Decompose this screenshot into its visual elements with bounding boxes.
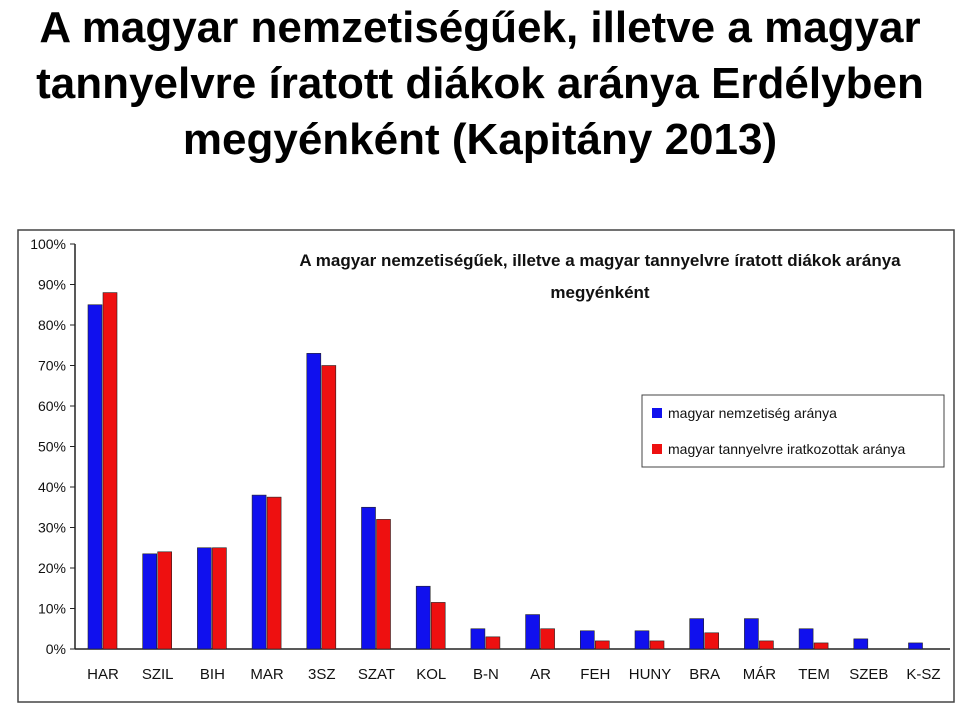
chart-inner-title-line-1: A magyar nemzetiségűek, illetve a magyar… xyxy=(299,251,901,270)
y-tick-label: 60% xyxy=(38,398,66,414)
bar-nemzetiseg-k-sz xyxy=(908,642,923,650)
legend-swatch-nemzetiseg xyxy=(652,408,662,418)
legend-label-nemzetiseg: magyar nemzetiség aránya xyxy=(668,405,837,421)
bar-tannyelv-feh xyxy=(594,640,610,650)
y-tick-label: 50% xyxy=(38,439,66,455)
legend-box xyxy=(641,394,945,468)
y-tick-label: 70% xyxy=(38,358,66,374)
bar-tannyelv-már xyxy=(759,640,774,650)
bar-tannyelv-szat xyxy=(376,519,391,650)
slide-title: A magyar nemzetiségűek, illetve a magyar… xyxy=(0,0,960,168)
slide-title-line-1: A magyar nemzetiségűek, illetve a magyar xyxy=(39,3,921,52)
bar-tannyelv-bih xyxy=(212,547,227,650)
y-tick-label: 40% xyxy=(38,479,66,495)
bar-nemzetiseg-b-n xyxy=(470,628,486,650)
bar-nemzetiseg-tem xyxy=(798,628,814,650)
y-tick-label: 80% xyxy=(38,317,66,333)
y-tick-label: 10% xyxy=(38,601,66,617)
y-tick-label: 90% xyxy=(38,277,66,293)
bar-nemzetiseg-mar xyxy=(251,494,267,650)
bar-tannyelv-har xyxy=(102,292,118,650)
x-tick-label: 3SZ xyxy=(308,666,336,683)
slide-title-line-2: tannyelvre íratott diákok aránya Erdélyb… xyxy=(36,59,924,108)
x-tick-label: HAR xyxy=(87,666,119,683)
y-tick-label: 100% xyxy=(30,236,66,252)
bar-nemzetiseg-bih xyxy=(197,547,212,650)
bar-nemzetiseg-feh xyxy=(579,630,595,650)
bar-nemzetiseg-bra xyxy=(689,618,705,650)
bar-tannyelv-szil xyxy=(157,551,172,650)
x-tick-label: BIH xyxy=(200,666,225,683)
x-tick-label: MÁR xyxy=(743,666,777,683)
bar-nemzetiseg-szat xyxy=(361,506,376,650)
bar-tannyelv-mar xyxy=(266,496,282,650)
x-tick-label: FEH xyxy=(580,666,610,683)
bar-nemzetiseg-szeb xyxy=(853,638,869,650)
x-tick-label: AR xyxy=(530,666,551,683)
x-tick-label: HUNY xyxy=(629,666,672,683)
chart-container: A magyar nemzetiségűek, illetve a magyar… xyxy=(0,222,960,707)
bar-chart: A magyar nemzetiségűek, illetve a magyar… xyxy=(17,229,955,703)
y-tick-label: 20% xyxy=(38,560,66,576)
bar-nemzetiseg-3sz xyxy=(306,353,322,650)
legend: magyar nemzetiség aránya magyar tannyelv… xyxy=(641,394,945,468)
bar-nemzetiseg-huny xyxy=(634,630,650,650)
bar-tannyelv-b-n xyxy=(485,636,501,650)
bar-tannyelv-ar xyxy=(540,628,555,650)
slide-title-line-3: megyénként (Kapitány 2013) xyxy=(182,115,778,164)
legend-label-tannyelv: magyar tannyelvre iratkozottak aránya xyxy=(668,441,906,457)
bar-tannyelv-bra xyxy=(704,632,720,650)
y-tick-label: 30% xyxy=(38,520,66,536)
bar-nemzetiseg-har xyxy=(87,304,103,650)
x-tick-label: SZIL xyxy=(142,666,174,683)
bar-tannyelv-kol xyxy=(430,602,446,650)
x-tick-label: SZEB xyxy=(849,666,888,683)
bar-nemzetiseg-már xyxy=(744,618,759,650)
legend-swatch-tannyelv xyxy=(652,444,662,454)
bar-nemzetiseg-szil xyxy=(142,553,157,650)
bar-tannyelv-3sz xyxy=(321,365,337,650)
bar-tannyelv-tem xyxy=(813,642,829,650)
x-tick-label: SZAT xyxy=(358,666,395,683)
bar-layer xyxy=(87,292,923,650)
x-tick-label: BRA xyxy=(689,666,720,683)
bar-tannyelv-huny xyxy=(649,640,665,650)
bar-nemzetiseg-ar xyxy=(525,614,540,650)
y-tick-label: 0% xyxy=(46,641,66,657)
x-tick-label: KOL xyxy=(416,666,446,683)
chart-inner-title-line-2: megyénként xyxy=(550,283,650,302)
x-tick-label: K-SZ xyxy=(906,666,940,683)
bar-nemzetiseg-kol xyxy=(415,585,431,650)
x-tick-label: B-N xyxy=(473,666,499,683)
x-tick-label: TEM xyxy=(798,666,830,683)
x-tick-label: MAR xyxy=(250,666,284,683)
